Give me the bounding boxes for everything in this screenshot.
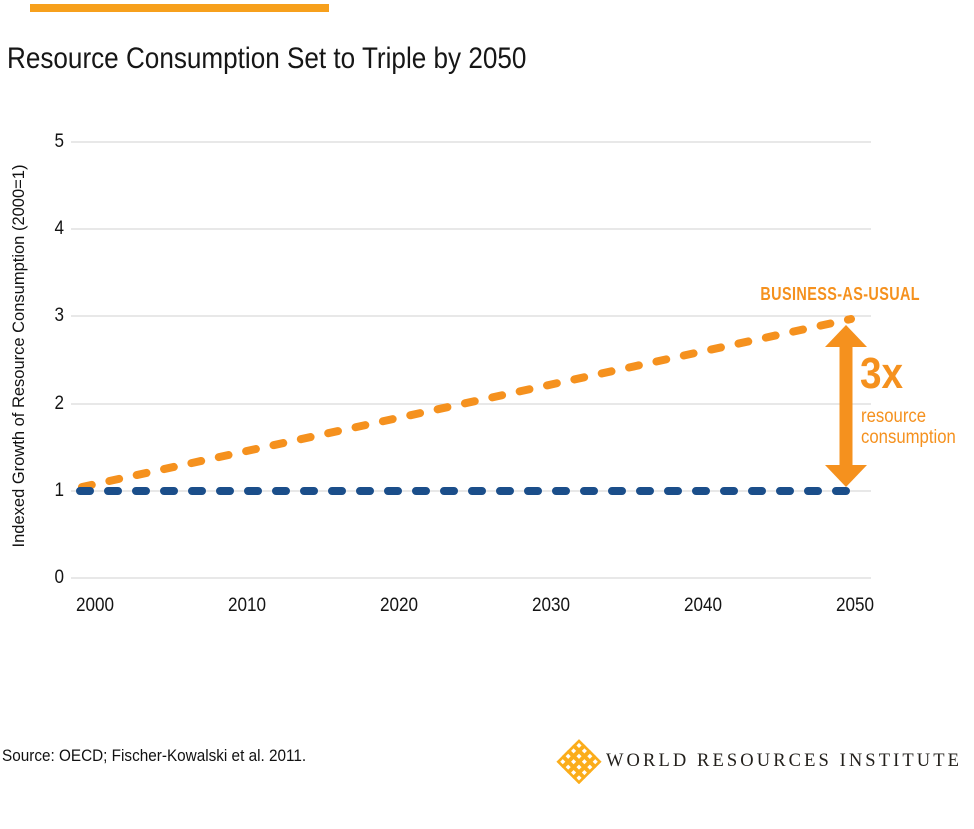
multiplier-label: 3x <box>860 349 904 398</box>
x-tick-label: 2010 <box>227 595 267 616</box>
gridlines <box>71 141 871 579</box>
y-tick-label: 3 <box>54 305 64 326</box>
y-tick-label: 0 <box>54 567 64 588</box>
y-tick-label: 1 <box>54 480 64 501</box>
top-accent-bar <box>30 4 329 12</box>
chart-title: Resource Consumption Set to Triple by 20… <box>7 42 527 75</box>
x-tick-label: 2040 <box>683 595 723 616</box>
wri-diamond-lattice-icon <box>556 739 602 784</box>
multiplier-caption-line2: consumption <box>861 427 956 448</box>
x-tick-label: 2020 <box>379 595 419 616</box>
wri-wordmark: WORLD RESOURCES INSTITUTE <box>606 751 963 771</box>
multiplier-caption: resource consumption <box>861 406 960 448</box>
x-tick-label: 2000 <box>75 595 115 616</box>
source-text: Source: OECD; Fischer-Kowalski et al. 20… <box>2 746 307 765</box>
y-tick-label: 4 <box>54 218 64 239</box>
x-tick-label: 2050 <box>835 595 875 616</box>
bau-series-line <box>78 315 855 491</box>
multiplier-caption-line1: resource <box>861 406 927 427</box>
y-tick-label: 5 <box>54 131 64 152</box>
x-tick-label: 2030 <box>531 595 571 616</box>
gap-arrow <box>825 325 867 487</box>
bau-series-label: BUSINESS-AS-USUAL <box>760 284 920 304</box>
y-tick-label: 2 <box>54 393 64 414</box>
